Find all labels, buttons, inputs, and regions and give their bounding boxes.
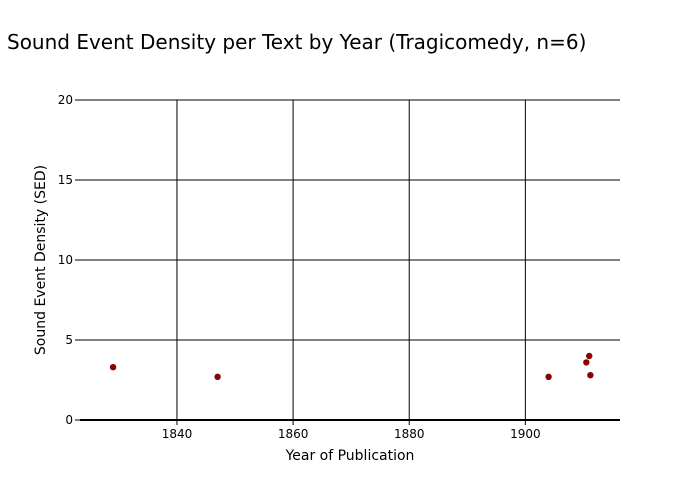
x-tick-label: 1860 — [278, 427, 309, 441]
data-point[interactable] — [545, 373, 552, 380]
x-tick-label: 1840 — [162, 427, 193, 441]
x-tick-label: 1900 — [510, 427, 541, 441]
y-tick-label: 20 — [58, 93, 73, 107]
y-tick-label: 0 — [65, 413, 73, 427]
data-point[interactable] — [109, 364, 117, 371]
data-point[interactable] — [214, 373, 221, 380]
data-point[interactable] — [583, 359, 590, 366]
data-point[interactable] — [586, 352, 593, 360]
chart-title: Sound Event Density per Text by Year (Tr… — [7, 30, 587, 54]
y-tick-label: 5 — [65, 333, 73, 347]
x-tick-label: 1880 — [394, 427, 425, 441]
grid-lines — [75, 99, 620, 425]
data-point[interactable] — [587, 372, 594, 379]
y-axis-title: Sound Event Density (SED) — [33, 165, 49, 355]
tick-labels: 0 5 10 15 20 1840 1860 1880 1900 — [58, 93, 541, 441]
y-tick-label: 15 — [58, 173, 73, 187]
data-points[interactable] — [109, 352, 594, 380]
y-tick-label: 10 — [58, 253, 73, 267]
x-axis-title: Year of Publication — [285, 448, 415, 464]
